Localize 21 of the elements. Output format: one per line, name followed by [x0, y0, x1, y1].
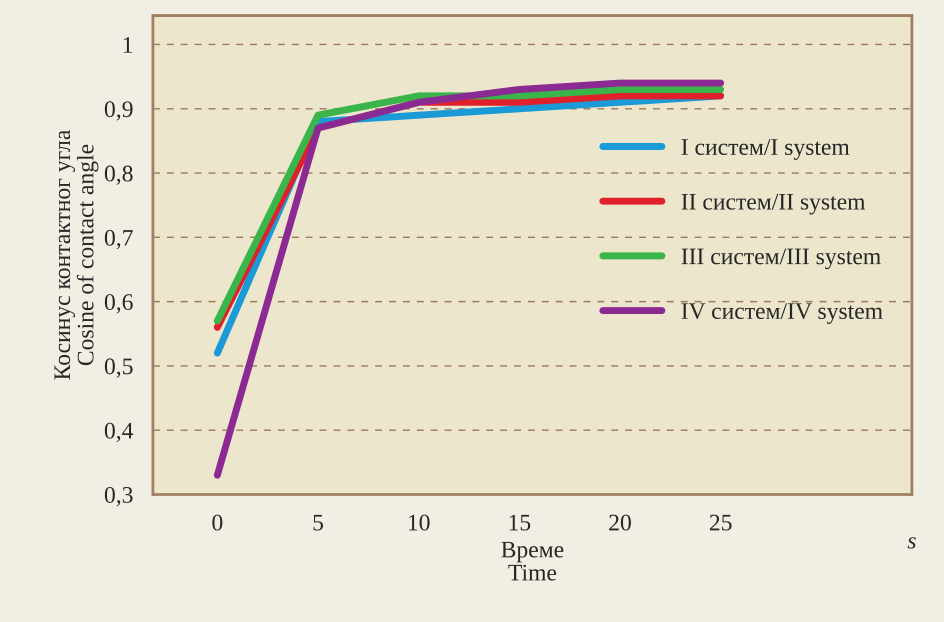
x-tick-label: 0 — [212, 514, 222, 531]
x-tick-label: 10 — [408, 514, 430, 531]
y-tick-label: 0,7 — [104, 230, 133, 250]
y-axis-title: Косинус контактног угла Cosine of contact angle — [54, 130, 98, 380]
y-tick-label: 1 — [124, 37, 132, 53]
legend-label: I систем/I system — [682, 139, 850, 160]
y-tick-label: 0,8 — [104, 166, 133, 185]
y-tick-label: 0,6 — [104, 294, 133, 314]
y-tick-label: 0,4 — [104, 422, 134, 442]
text: s — [908, 537, 916, 549]
x-tick-label: 15 — [510, 514, 530, 531]
x-axis-title: Време Time — [501, 542, 564, 581]
x-tick-label: 5 — [313, 514, 323, 531]
x-tick-label: 20 — [609, 514, 631, 531]
legend-label: IV систем/IV system — [682, 303, 883, 324]
y-tick-label: 0,3 — [104, 486, 133, 506]
legend-label: III систем/III system — [682, 248, 881, 270]
x-tick-label: 25 — [710, 514, 732, 531]
y-tick-label: 0,5 — [104, 358, 133, 378]
legend-label: II систем/II system — [682, 194, 866, 215]
y-tick-label: 0,9 — [104, 101, 133, 121]
